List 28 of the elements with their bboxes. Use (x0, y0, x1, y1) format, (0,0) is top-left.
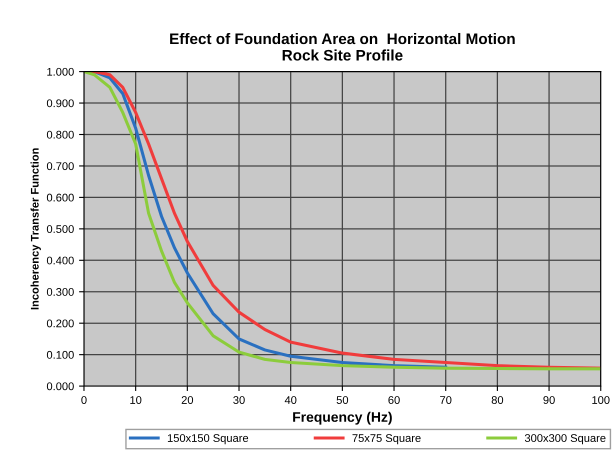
y-tick-label: 1.000 (47, 68, 74, 76)
y-tick-label: 0.600 (46, 194, 74, 202)
legend-label: 150x150 Square (168, 434, 248, 444)
y-tick-label: 0.000 (46, 382, 74, 390)
x-tick-label: 30 (233, 396, 245, 404)
x-tick-label: 90 (543, 396, 555, 404)
chart-title: Effect of Foundation Area on Horizontal Motion Rock Site Profile (170, 32, 515, 61)
legend-label: 75x75 Square (352, 434, 421, 444)
x-tick-label: 80 (492, 396, 504, 404)
x-tick-label: 100 (592, 396, 610, 404)
x-axis-title: Frequency (Hz) (293, 412, 392, 425)
x-tick-label: 0 (81, 396, 87, 404)
y-tick-label: 0.900 (46, 99, 74, 108)
y-tick-label: 0.100 (46, 350, 74, 359)
x-tick-label: 60 (388, 396, 400, 404)
x-tick-label: 20 (182, 396, 194, 404)
x-tick-label: 40 (284, 396, 296, 404)
y-axis-title: Incoherency Transfer Function (30, 148, 41, 310)
y-tick-label: 0.300 (46, 288, 74, 296)
x-tick-label: 10 (130, 396, 142, 404)
y-tick-label: 0.500 (46, 225, 74, 233)
y-tick-label: 0.200 (46, 319, 74, 328)
y-tick-label: 0.800 (46, 130, 74, 139)
legend-label: 300x300 Square (524, 434, 606, 444)
x-tick-label: 70 (440, 396, 452, 404)
y-tick-label: 0.400 (46, 256, 74, 264)
x-tick-label: 50 (336, 396, 348, 404)
y-tick-label: 0.700 (46, 162, 74, 170)
